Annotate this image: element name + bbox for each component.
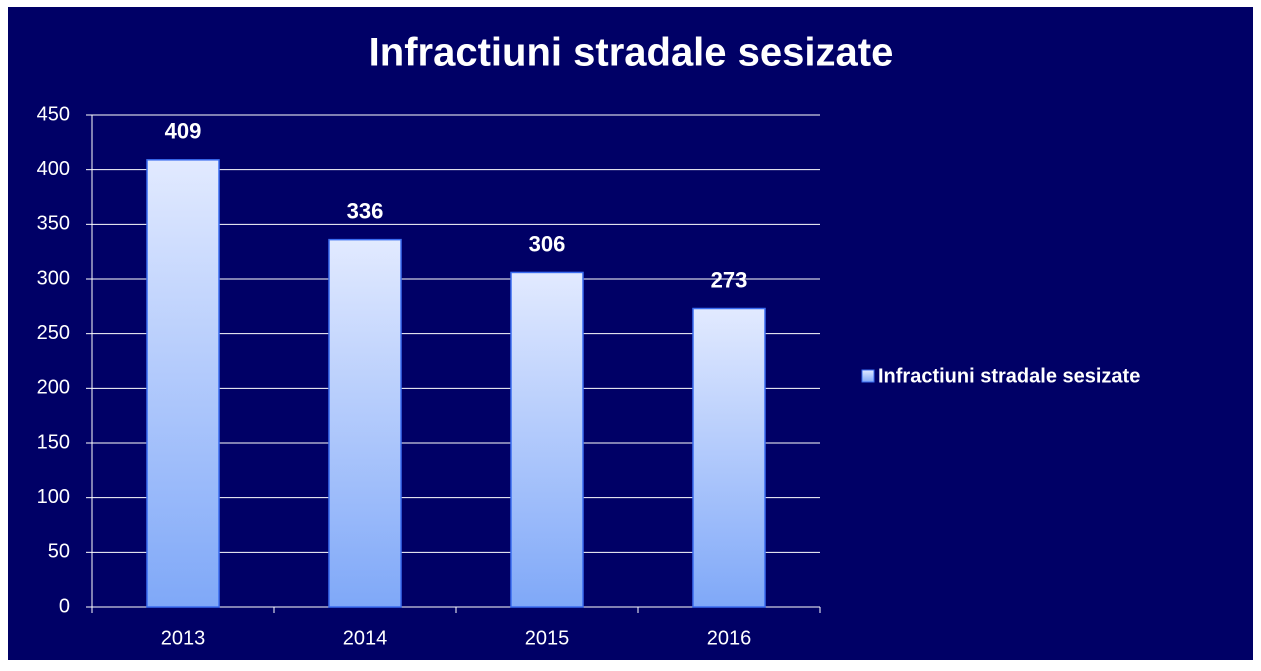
legend-swatch xyxy=(861,369,875,383)
x-tick-label: 2013 xyxy=(161,627,206,649)
y-tick-label: 100 xyxy=(37,486,70,508)
bar xyxy=(510,271,584,608)
x-tick-label: 2016 xyxy=(707,627,752,649)
y-tick-label: 200 xyxy=(37,377,70,399)
x-tick-label: 2014 xyxy=(343,627,388,649)
x-tick-label: 2015 xyxy=(525,627,570,649)
y-tick-label: 250 xyxy=(37,322,70,344)
y-tick-label: 450 xyxy=(37,103,70,125)
y-tick-label: 50 xyxy=(48,541,70,563)
data-label: 306 xyxy=(529,231,566,256)
y-tick-label: 400 xyxy=(37,158,70,180)
data-label: 336 xyxy=(347,198,384,223)
data-label: 273 xyxy=(711,267,748,292)
y-tick-label: 0 xyxy=(59,595,70,617)
y-tick-label: 300 xyxy=(37,267,70,289)
bar xyxy=(692,307,766,608)
legend-label: Infractiuni stradale sesizate xyxy=(878,365,1140,387)
data-label: 409 xyxy=(165,119,202,144)
y-tick-label: 150 xyxy=(37,431,70,453)
y-tick-label: 350 xyxy=(37,213,70,235)
bar xyxy=(146,159,220,608)
bar xyxy=(328,238,402,608)
chart-title: Infractiuni stradale sesizate xyxy=(369,31,894,75)
